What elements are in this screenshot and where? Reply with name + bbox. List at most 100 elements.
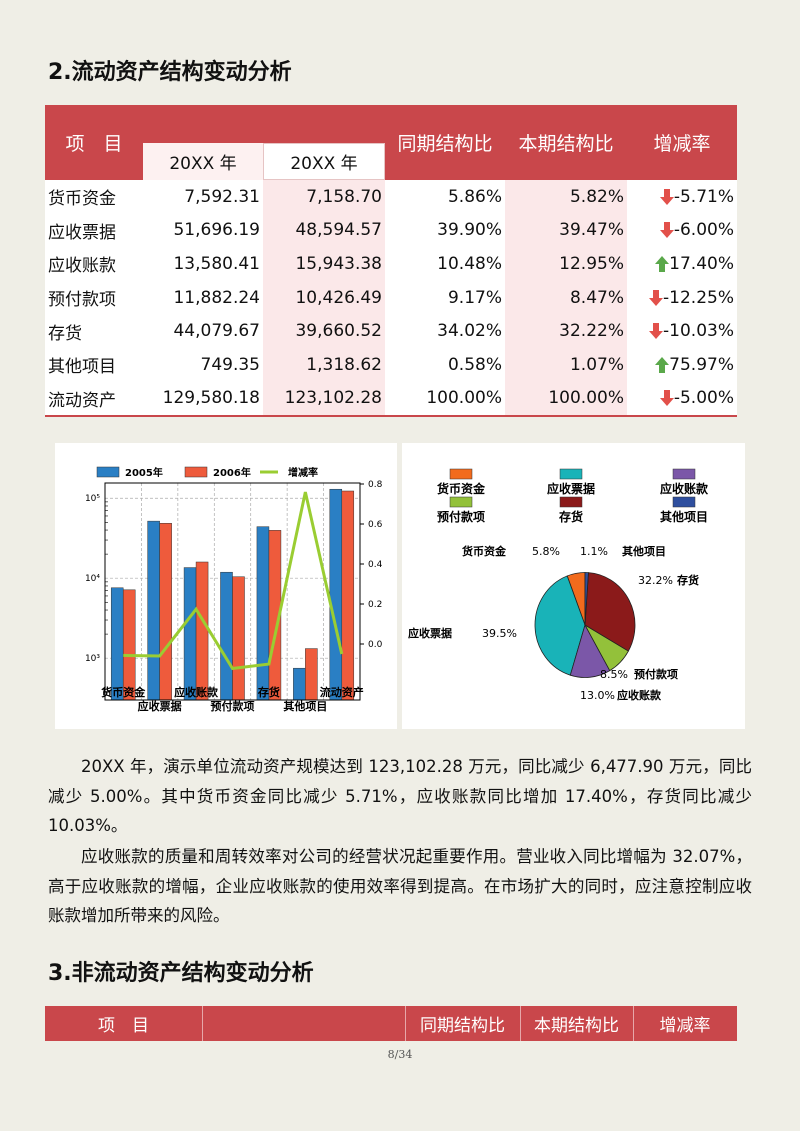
- table-cell: 10,426.49: [263, 280, 385, 315]
- table-header-bg: [45, 1006, 737, 1041]
- line-series: [123, 491, 344, 671]
- cell-text: 123,102.28: [284, 388, 382, 409]
- trend-arrow: [649, 289, 664, 306]
- table-cell: 应收账款: [45, 247, 143, 281]
- cell-text: 17.40%: [669, 253, 734, 274]
- table-cell: 其他项目: [45, 348, 143, 382]
- table-cell: 100.00%: [385, 381, 505, 416]
- table-cell: 存货: [45, 314, 143, 348]
- table-cell: 39.47%: [505, 213, 627, 248]
- cell-text: -5.00%: [673, 388, 734, 409]
- x-tick-label: 其他项目: [283, 699, 327, 713]
- cell-text: 12.95%: [559, 253, 624, 274]
- legend-swatch: [672, 496, 696, 508]
- cell-text: 13,580.41: [173, 253, 260, 274]
- bar: [293, 667, 306, 701]
- table-cell: 5.86%: [385, 180, 505, 214]
- table-cell: 129,580.18: [143, 381, 263, 416]
- cell-text: 75.97%: [669, 354, 734, 375]
- trend-arrow: [659, 222, 674, 239]
- y2-tick-label: 0.2: [368, 600, 382, 610]
- bar: [110, 587, 124, 701]
- y2-tick-label: 0.4: [368, 560, 383, 570]
- cell-text: 100.00%: [426, 388, 502, 409]
- slice-name: 预付款项: [634, 667, 678, 681]
- cell-text: -12.25%: [663, 287, 734, 308]
- table-cell: -5.71%: [627, 180, 737, 214]
- cell-text: 48,594.57: [295, 220, 382, 241]
- cell-text: 5.86%: [447, 186, 502, 207]
- table-cell: 123,102.28: [263, 381, 385, 416]
- table-cell: 10.48%: [385, 247, 505, 281]
- table-cell: 51,696.19: [143, 213, 263, 248]
- slice-name: 存货: [677, 573, 699, 587]
- header-cell: 本期结构比: [534, 1016, 619, 1036]
- cell-text: 9.17%: [447, 287, 502, 308]
- cell-text: 7,158.70: [306, 186, 382, 207]
- legend-swatch: [559, 468, 583, 480]
- paragraph: 20XX 年，演示单位流动资产规模达到 123,102.28 万元，同比减少 6…: [48, 757, 752, 835]
- table-cell: 11,882.24: [143, 280, 263, 315]
- cell-text: 其他项目: [48, 357, 116, 378]
- legend-label: 其他项目: [660, 509, 708, 524]
- table-cell: 12.95%: [505, 247, 627, 281]
- table-cell: 44,079.67: [143, 314, 263, 348]
- table-cell: 9.17%: [385, 280, 505, 315]
- table-cell: 15,943.38: [263, 247, 385, 281]
- table-cell: 39.90%: [385, 213, 505, 248]
- cell-text: -6.00%: [673, 220, 734, 241]
- cell-text: 5.82%: [569, 186, 624, 207]
- cell-text: 1.07%: [569, 354, 624, 375]
- cell-text: 129,580.18: [162, 388, 260, 409]
- cell-text: 44,079.67: [173, 321, 260, 342]
- page-number: 8/34: [387, 1048, 413, 1061]
- cell-text: 39.47%: [559, 220, 624, 241]
- cell-text: 10,426.49: [295, 287, 382, 308]
- section-heading: 2.流动资产结构变动分析: [48, 60, 292, 85]
- cell-text: 8.47%: [569, 287, 624, 308]
- table-cell: 7,158.70: [263, 180, 385, 214]
- bar-chart: 10³ 10⁴ 10⁵ 0.0 0.2 0.4 0.6 0.8 货币资金应收票据应收账款预付款项…: [55, 443, 397, 729]
- cell-text: 0.58%: [447, 354, 502, 375]
- header-cell: 同期结构比: [420, 1016, 505, 1036]
- legend-swatch: [449, 468, 473, 480]
- legend-label: 2005年: [125, 466, 163, 479]
- slice-value: 13.0%: [580, 689, 615, 702]
- header-cell: 增减率: [659, 1016, 711, 1036]
- cell-text: 51,696.19: [173, 220, 260, 241]
- divider: [202, 1006, 203, 1041]
- legend-label: 增减率: [288, 466, 318, 479]
- slice-name: 应收票据: [408, 626, 452, 640]
- header-cell: 本期结构比: [518, 133, 614, 155]
- legend-label: 货币资金: [437, 481, 486, 496]
- bar: [159, 523, 172, 701]
- trend-arrow: [649, 323, 664, 340]
- table-cell: 流动资产: [45, 381, 143, 416]
- table-cell: 0.58%: [385, 348, 505, 382]
- y-tick-label: 10⁴: [85, 574, 100, 584]
- section-heading: 3.非流动资产结构变动分析: [48, 961, 314, 986]
- bar: [183, 567, 197, 701]
- table-cell: 749.35: [143, 348, 263, 382]
- y-tick-label: 10⁵: [85, 494, 100, 504]
- paragraph: 应收账款的质量和周转效率对公司的经营状况起重要作用。营业收入同比增幅为 32.0…: [48, 847, 752, 925]
- cell-text: 15,943.38: [295, 253, 382, 274]
- table-cell: 1.07%: [505, 348, 627, 382]
- table-cell: 7,592.31: [143, 180, 263, 214]
- trend-arrow: [655, 356, 670, 373]
- divider: [520, 1006, 521, 1041]
- bar: [195, 561, 209, 701]
- divider: [633, 1006, 634, 1041]
- table-cell: 8.47%: [505, 280, 627, 315]
- table-cell: 75.97%: [627, 348, 737, 382]
- year-cell: [143, 143, 263, 180]
- slice-name: 其他项目: [622, 544, 666, 558]
- trend-arrow: [659, 390, 674, 407]
- header-cell: 同期结构比: [397, 133, 493, 155]
- cell-text: 存货: [48, 323, 82, 344]
- table-cell: -10.03%: [627, 314, 737, 348]
- legend-label: 应收账款: [660, 481, 709, 496]
- x-tick-label: 货币资金: [100, 685, 146, 699]
